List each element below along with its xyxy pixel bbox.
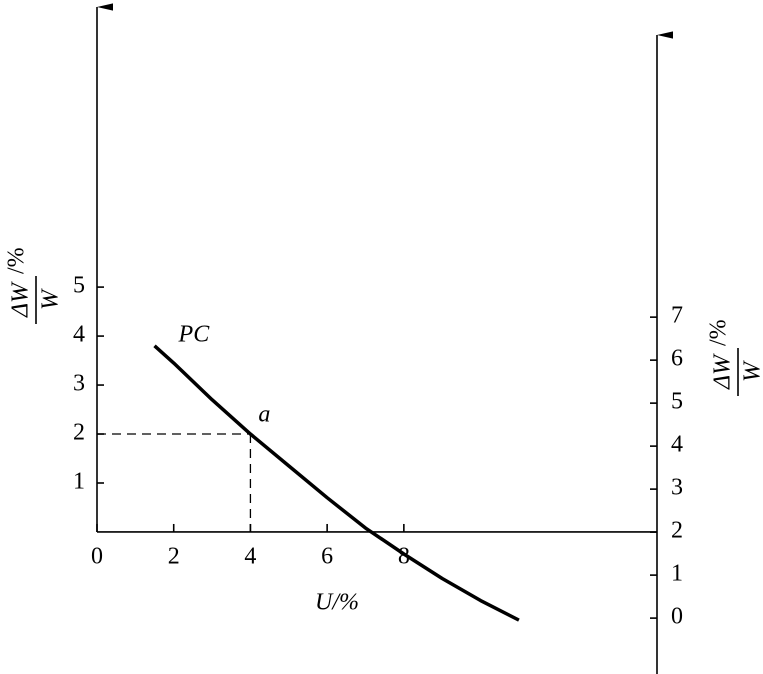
- x-tick-label: 6: [321, 543, 333, 569]
- x-tick-label: 2: [168, 543, 180, 569]
- y-tick-label: 1: [73, 468, 85, 494]
- axis-label: ΔW W /%: [706, 319, 763, 396]
- x-axis-label: U/%: [315, 590, 359, 616]
- y2-tick-label: 0: [671, 604, 683, 630]
- y2-tick-label: 2: [671, 518, 683, 544]
- y-tick-label: 5: [73, 273, 85, 299]
- label-denominator: W: [38, 288, 64, 310]
- axis-label: ΔW W /%: [4, 247, 64, 324]
- y-tick-label: 2: [73, 420, 85, 446]
- curve-label: PC: [178, 321, 211, 347]
- y-tick-label: 4: [73, 322, 85, 348]
- y2-tick-label: 3: [671, 475, 683, 501]
- label-unit: /%: [4, 247, 30, 274]
- y-tick-label: 3: [73, 371, 85, 397]
- x-tick-label: 4: [244, 543, 256, 569]
- curve: [153, 344, 520, 622]
- annotation-label: a: [258, 402, 270, 428]
- x-tick-label: 0: [91, 543, 103, 569]
- label-numerator: ΔW: [8, 281, 34, 318]
- y2-tick-label: 5: [671, 389, 683, 415]
- label-numerator: ΔW: [710, 353, 736, 390]
- y2-tick-label: 4: [671, 432, 683, 458]
- label-denominator: W: [740, 360, 763, 382]
- y2-tick-label: 1: [671, 561, 683, 587]
- y2-tick-label: 6: [671, 346, 683, 372]
- y2-tick-label: 7: [671, 303, 683, 329]
- label-unit: /%: [706, 319, 732, 346]
